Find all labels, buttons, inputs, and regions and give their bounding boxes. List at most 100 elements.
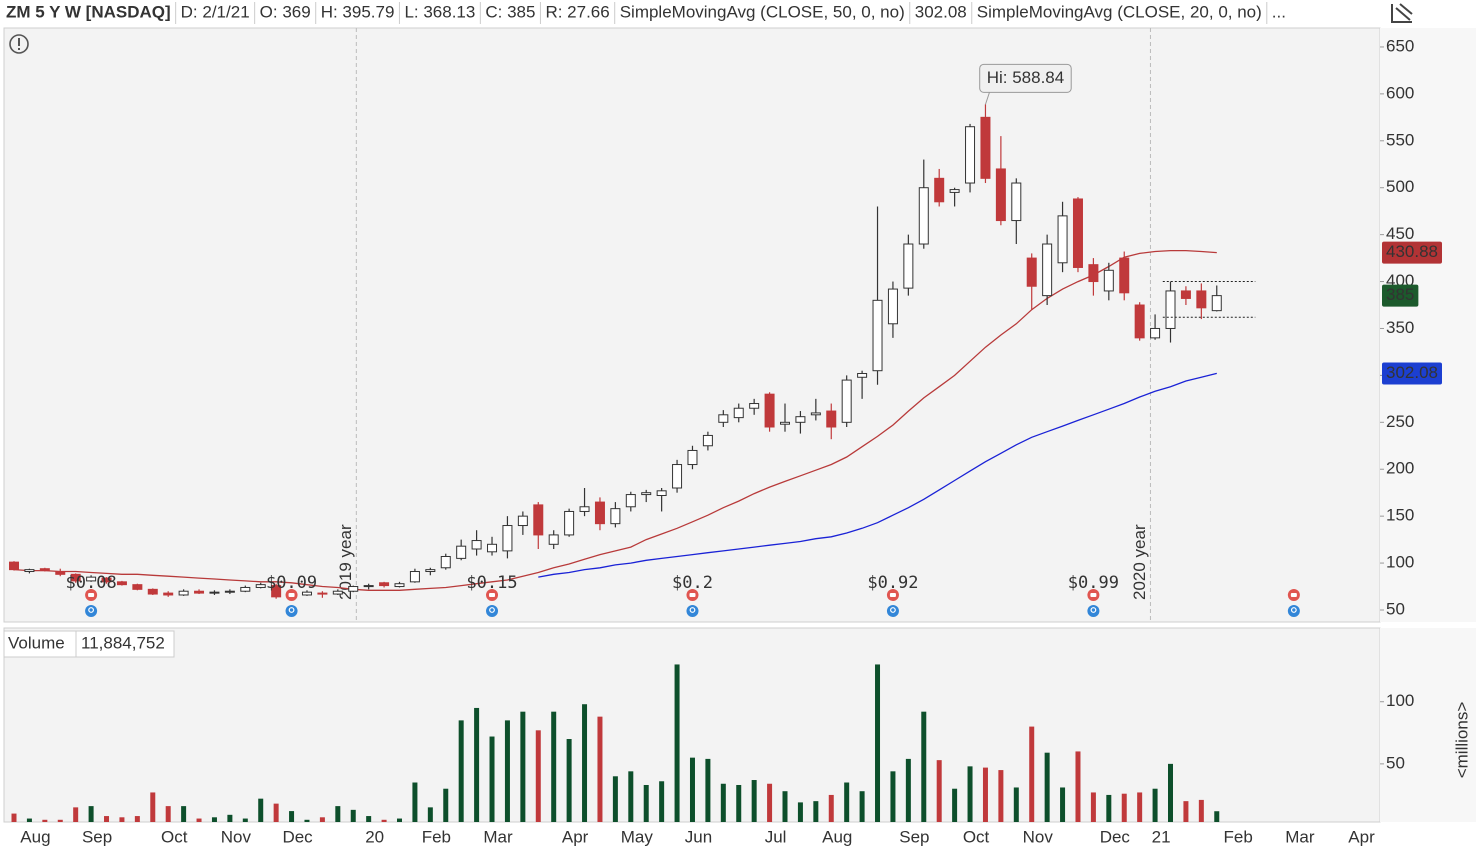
alert-icon[interactable] xyxy=(9,34,29,54)
volume-bar xyxy=(551,711,557,822)
x-tick-label: Jul xyxy=(765,827,787,846)
candle-body xyxy=(810,412,821,416)
event-label: $0.2 xyxy=(672,573,713,593)
x-tick-label: Nov xyxy=(1023,827,1054,846)
volume-bar xyxy=(397,818,402,822)
x-tick-label: Mar xyxy=(1285,827,1315,846)
volume-bar xyxy=(57,819,63,822)
candle-body xyxy=(471,540,482,550)
volume-bar xyxy=(1183,801,1189,822)
x-tick-label: 21 xyxy=(1152,827,1171,846)
volume-bar xyxy=(674,664,680,822)
x-tick-label: Aug xyxy=(20,827,50,846)
y-tick-label: 200 xyxy=(1386,459,1414,478)
candle-body xyxy=(1026,257,1037,287)
info-icon xyxy=(1087,605,1100,617)
volume-bar xyxy=(1137,792,1143,822)
volume-bar xyxy=(782,791,788,822)
volume-bar xyxy=(258,798,264,822)
candle-body xyxy=(379,582,390,587)
volume-axis-strip xyxy=(1380,628,1476,822)
candle-body xyxy=(980,116,991,179)
volume-bar xyxy=(273,803,279,822)
candle-body xyxy=(194,590,205,594)
y-tick-label: 550 xyxy=(1386,130,1414,149)
candle-body xyxy=(625,494,636,508)
volume-bar xyxy=(504,720,510,822)
candle-body xyxy=(965,126,976,184)
candle-body xyxy=(887,288,898,325)
volume-bar xyxy=(689,757,695,822)
price-badge xyxy=(1382,241,1442,264)
info-icon-glyph xyxy=(1090,607,1097,613)
volume-bar xyxy=(165,806,171,822)
price-badge-label: 430.88 xyxy=(1386,242,1438,261)
volume-bar xyxy=(443,788,449,822)
candle-body xyxy=(1042,243,1053,297)
volume-bar xyxy=(612,776,618,822)
info-icon-glyph xyxy=(288,607,295,613)
candle-body xyxy=(116,581,127,586)
volume-bar xyxy=(196,818,202,822)
x-tick-label: Mar xyxy=(483,827,513,846)
earnings-icon-glyph xyxy=(1290,593,1297,597)
volume-bar xyxy=(474,707,480,822)
volume-bar xyxy=(1044,752,1050,822)
volume-bar xyxy=(181,806,187,822)
candle-body xyxy=(348,586,359,592)
volume-bar xyxy=(875,664,881,822)
x-tick-label: Sep xyxy=(82,827,112,846)
x-tick-label: Feb xyxy=(1224,827,1253,846)
y-tick-label: 100 xyxy=(1386,553,1414,572)
x-tick-label: May xyxy=(621,827,654,846)
volume-bar xyxy=(751,780,757,822)
earnings-icon-glyph xyxy=(489,593,496,597)
volume-bar xyxy=(319,817,325,822)
candle-body xyxy=(579,506,590,512)
volume-bar xyxy=(936,760,942,822)
earnings-icon-glyph xyxy=(889,593,896,597)
candle-body xyxy=(440,556,451,569)
volume-bar xyxy=(134,816,140,822)
info-icon-glyph xyxy=(1290,607,1297,613)
candle-body xyxy=(749,403,760,409)
candle-body xyxy=(718,414,729,423)
volume-axis-label: <millions> xyxy=(1452,702,1471,779)
high-annotation-box xyxy=(979,63,1072,93)
candle-body xyxy=(672,464,683,489)
volume-bar xyxy=(412,782,418,822)
volume-bar xyxy=(705,758,711,822)
volume-bar xyxy=(304,819,310,822)
volume-tick-label: 100 xyxy=(1386,691,1414,710)
settings-icon[interactable] xyxy=(1391,3,1413,23)
candle-body xyxy=(425,569,436,573)
volume-bar xyxy=(628,771,634,822)
y-tick-label: 50 xyxy=(1386,599,1405,618)
volume-bar xyxy=(458,720,464,822)
header-more: ... xyxy=(1272,2,1286,21)
candle-body xyxy=(1165,290,1176,329)
candle-body xyxy=(39,568,50,572)
volume-bar xyxy=(767,783,773,822)
candle-body xyxy=(1103,269,1114,292)
candle-body xyxy=(240,586,251,592)
event-label: $0.15 xyxy=(466,573,517,593)
x-tick-label: Oct xyxy=(161,827,188,846)
candle-body xyxy=(255,584,266,588)
volume-bar xyxy=(335,806,341,822)
earnings-icon-glyph xyxy=(288,593,295,597)
candle-body xyxy=(872,299,883,372)
candle-body xyxy=(903,243,914,289)
volume-bar xyxy=(1013,787,1019,822)
event-label: $0.09 xyxy=(266,573,317,593)
candle-body xyxy=(733,407,744,419)
info-icon-glyph xyxy=(689,607,696,613)
volume-bar xyxy=(982,767,988,822)
volume-bar xyxy=(73,807,79,822)
candle-body xyxy=(55,571,66,575)
candle-body xyxy=(780,421,790,425)
price-axis-strip xyxy=(1380,28,1476,622)
x-tick-label: Oct xyxy=(963,827,990,846)
event-label: $0.08 xyxy=(66,573,117,593)
volume-bar xyxy=(427,807,433,822)
